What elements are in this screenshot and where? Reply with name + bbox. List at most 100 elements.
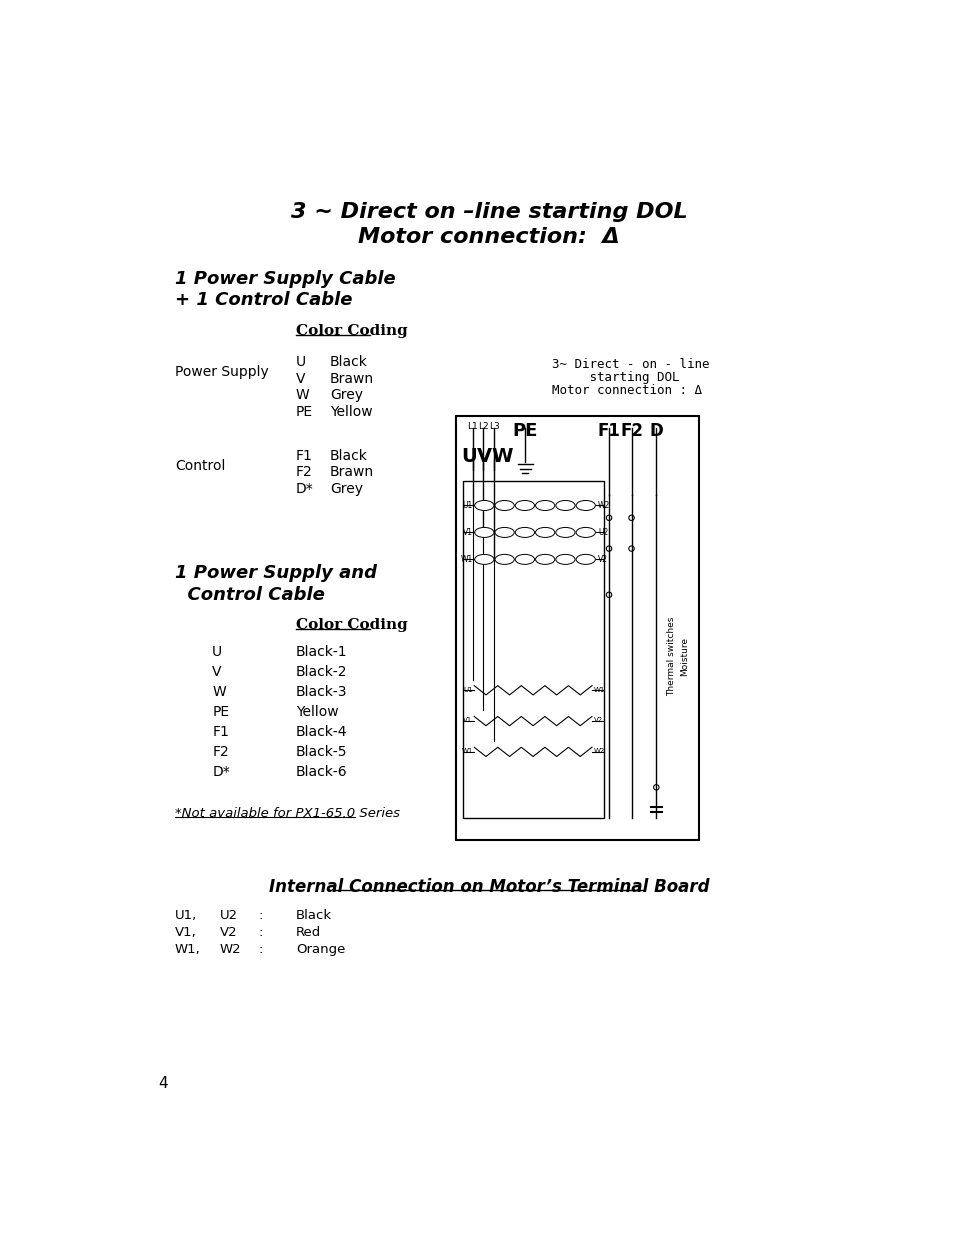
Text: V1: V1 [462, 527, 472, 537]
Text: D: D [649, 422, 662, 441]
Ellipse shape [576, 555, 595, 564]
Ellipse shape [495, 527, 514, 537]
Text: 1 Power Supply Cable: 1 Power Supply Cable [174, 270, 395, 288]
Text: V: V [295, 372, 305, 385]
Text: starting DOL: starting DOL [551, 370, 679, 384]
Text: W: W [212, 685, 226, 699]
Text: L2: L2 [477, 422, 488, 431]
Text: D*: D* [295, 483, 314, 496]
Text: :: : [258, 926, 263, 939]
Ellipse shape [475, 500, 494, 510]
Text: U: U [461, 447, 476, 466]
Text: Control: Control [174, 459, 225, 473]
Ellipse shape [556, 527, 575, 537]
Text: Power Supply: Power Supply [174, 366, 269, 379]
Ellipse shape [495, 555, 514, 564]
Text: Control Cable: Control Cable [174, 585, 325, 604]
Text: Black-4: Black-4 [295, 725, 347, 739]
Text: PE: PE [212, 705, 229, 719]
Text: Black-5: Black-5 [295, 745, 347, 760]
Text: W: W [295, 389, 310, 403]
Text: Color Coding: Color Coding [295, 324, 407, 337]
Text: Motor connection:  Δ: Motor connection: Δ [357, 227, 619, 247]
Ellipse shape [515, 527, 534, 537]
Text: PE: PE [512, 422, 537, 441]
Text: W2: W2 [220, 942, 241, 956]
Text: F2: F2 [295, 466, 313, 479]
Text: Yellow: Yellow [330, 405, 373, 420]
Text: 4: 4 [158, 1076, 168, 1091]
Ellipse shape [535, 555, 555, 564]
Ellipse shape [515, 555, 534, 564]
Text: W: W [491, 447, 513, 466]
Text: U: U [295, 354, 306, 368]
Text: 3~ Direct - on - line: 3~ Direct - on - line [551, 358, 708, 370]
Text: Moisture: Moisture [679, 637, 689, 676]
Text: U1: U1 [462, 501, 472, 510]
Text: Red: Red [295, 926, 321, 939]
Text: W1: W1 [461, 748, 472, 755]
Text: W1: W1 [593, 687, 604, 693]
Text: Yellow: Yellow [295, 705, 338, 719]
Ellipse shape [475, 527, 494, 537]
Text: V2: V2 [220, 926, 237, 939]
Text: Thermal switches: Thermal switches [667, 616, 676, 697]
Text: Brawn: Brawn [330, 466, 374, 479]
Text: Black-1: Black-1 [295, 645, 347, 658]
Text: 1 Power Supply and: 1 Power Supply and [174, 564, 376, 582]
Ellipse shape [576, 527, 595, 537]
Text: Brawn: Brawn [330, 372, 374, 385]
Text: Grey: Grey [330, 483, 363, 496]
Text: :: : [258, 942, 263, 956]
Text: + 1 Control Cable: + 1 Control Cable [174, 291, 353, 310]
Text: U1: U1 [462, 687, 472, 693]
Text: V: V [212, 664, 221, 679]
Text: Black-3: Black-3 [295, 685, 347, 699]
Text: Black: Black [295, 909, 332, 923]
Ellipse shape [535, 500, 555, 510]
Text: V1,: V1, [174, 926, 196, 939]
Text: U1,: U1, [174, 909, 197, 923]
Text: Black: Black [330, 354, 368, 368]
Text: L3: L3 [489, 422, 499, 431]
Text: V2: V2 [598, 555, 608, 564]
Text: V2: V2 [593, 718, 602, 724]
Ellipse shape [495, 500, 514, 510]
Text: F1: F1 [212, 725, 229, 739]
Text: Motor connection : Δ: Motor connection : Δ [551, 384, 701, 396]
Ellipse shape [556, 500, 575, 510]
Bar [462, 480, 604, 818]
Ellipse shape [535, 527, 555, 537]
Text: W1,: W1, [174, 942, 200, 956]
Bar [456, 416, 699, 840]
Text: Internal Connection on Motor’s Terminal Board: Internal Connection on Motor’s Terminal … [269, 878, 708, 897]
Text: Orange: Orange [295, 942, 345, 956]
Text: L1: L1 [467, 422, 477, 431]
Ellipse shape [515, 500, 534, 510]
Text: F1: F1 [597, 422, 619, 441]
Ellipse shape [556, 555, 575, 564]
Text: Black-6: Black-6 [295, 764, 347, 779]
Text: V1: V1 [463, 718, 472, 724]
Text: F2: F2 [619, 422, 642, 441]
Text: W2: W2 [598, 501, 610, 510]
Text: Black: Black [330, 448, 368, 462]
Text: 3 ~ Direct on –line starting DOL: 3 ~ Direct on –line starting DOL [291, 203, 686, 222]
Text: W2: W2 [593, 748, 604, 755]
Text: F1: F1 [295, 448, 313, 462]
Text: V: V [476, 447, 492, 466]
Text: D*: D* [212, 764, 230, 779]
Text: F2: F2 [212, 745, 229, 760]
Ellipse shape [576, 500, 595, 510]
Text: U: U [212, 645, 222, 658]
Text: W1: W1 [460, 555, 472, 564]
Text: Color Coding: Color Coding [295, 618, 407, 632]
Text: Grey: Grey [330, 389, 363, 403]
Text: :: : [258, 909, 263, 923]
Text: Black-2: Black-2 [295, 664, 347, 679]
Ellipse shape [475, 555, 494, 564]
Text: PE: PE [295, 405, 313, 420]
Text: U2: U2 [598, 527, 608, 537]
Text: U2: U2 [220, 909, 238, 923]
Text: *Not available for PX1-65.0 Series: *Not available for PX1-65.0 Series [174, 806, 399, 820]
